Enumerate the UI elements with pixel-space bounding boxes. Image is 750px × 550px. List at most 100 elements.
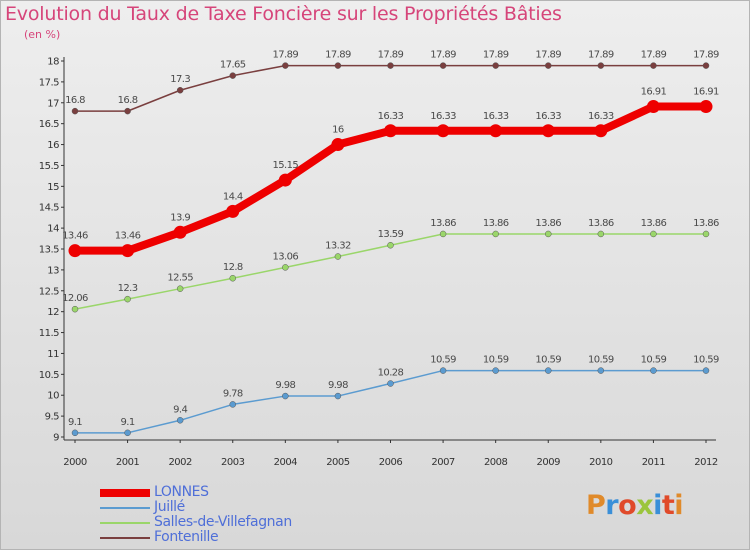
data-label-fontenille: 17.89 [535, 50, 561, 61]
data-label-fontenille: 17.3 [170, 74, 190, 85]
x-tick-label: 2004 [274, 457, 298, 468]
data-point-lonnes [699, 100, 713, 114]
y-tick-label: 14.5 [39, 203, 59, 214]
legend-swatch-fontenille [100, 537, 150, 539]
data-label-juille: 10.59 [535, 355, 561, 366]
data-point-lonnes [226, 204, 240, 218]
point-labels: 9.1 9.1 9.4 9.78 9.98 9.98 10.28 10.59 10.59 10.5… [62, 50, 719, 428]
y-tick-label: 11.5 [39, 328, 59, 339]
data-point-juille [282, 392, 289, 400]
chart-subtitle: (en %) [24, 28, 61, 41]
data-point-juille [71, 429, 79, 437]
data-label-salles-de-villefagnan: 13.32 [325, 241, 351, 252]
legend-label-salles-de-villefagnan: Salles-de-Villefagnan [154, 514, 292, 530]
data-label-salles-de-villefagnan: 13.86 [430, 218, 456, 229]
y-tick-label: 9.5 [45, 412, 60, 423]
data-label-fontenille: 17.89 [430, 50, 456, 61]
data-label-salles-de-villefagnan: 12.06 [62, 293, 88, 304]
x-tick-label: 2002 [168, 457, 192, 468]
logo-letter: P [586, 490, 606, 521]
logo-letter: t [661, 490, 675, 521]
data-label-salles-de-villefagnan: 12.55 [167, 273, 193, 284]
data-point-salles-de-villefagnan [282, 264, 289, 271]
data-point-fontenille [124, 107, 131, 115]
data-point-lonnes [541, 124, 555, 138]
legend-swatch-juille [100, 507, 150, 509]
legend-item-lonnes: LONNES [100, 484, 360, 500]
x-tick-label: 2011 [642, 457, 666, 468]
data-point-juille [439, 367, 447, 374]
logo-letter: o [618, 490, 637, 521]
data-point-fontenille [282, 62, 289, 69]
data-point-salles-de-villefagnan [597, 230, 605, 238]
data-label-lonnes: 14.4 [223, 191, 243, 202]
data-label-lonnes: 16.33 [588, 111, 614, 122]
data-label-lonnes: 16.91 [641, 87, 667, 98]
y-tick-label: 12.5 [39, 286, 59, 297]
data-point-fontenille [597, 62, 605, 69]
proxiti-logo: Proxiti [586, 490, 684, 521]
data-point-salles-de-villefagnan [71, 305, 79, 313]
data-point-salles-de-villefagnan [702, 230, 710, 238]
data-label-salles-de-villefagnan: 13.59 [378, 229, 404, 240]
data-point-fontenille [229, 72, 236, 79]
legend-label-juille: Juillé [154, 499, 185, 515]
data-point-juille [229, 401, 236, 408]
data-label-juille: 10.59 [693, 355, 719, 366]
data-label-juille: 9.78 [223, 388, 243, 399]
data-label-juille: 10.59 [483, 355, 509, 366]
data-point-fontenille [650, 62, 657, 69]
data-label-salles-de-villefagnan: 13.86 [693, 218, 719, 229]
data-label-lonnes: 16.33 [378, 111, 404, 122]
data-label-fontenille: 16.8 [118, 95, 138, 106]
y-tick-label: 13.5 [39, 245, 59, 256]
data-point-fontenille [334, 62, 342, 69]
logo-letter: x [636, 490, 654, 521]
data-label-juille: 9.98 [275, 380, 295, 391]
x-tick-label: 2005 [326, 457, 350, 468]
data-point-juille [597, 367, 605, 374]
logo-letter: i [674, 490, 684, 521]
legend-swatch-salles-de-villefagnan [100, 522, 150, 524]
y-tick-label: 14 [47, 224, 59, 235]
data-label-lonnes: 13.46 [62, 231, 88, 242]
data-point-juille [124, 429, 131, 437]
data-point-lonnes [489, 124, 503, 138]
y-tick-label: 16.5 [39, 119, 59, 130]
logo-letter: r [605, 490, 619, 521]
data-label-juille: 9.1 [121, 417, 135, 428]
x-tick-label: 2001 [116, 457, 140, 468]
data-label-salles-de-villefagnan: 13.06 [273, 251, 299, 262]
x-tick-label: 2010 [589, 457, 613, 468]
data-point-fontenille [439, 62, 447, 69]
data-label-lonnes: 16.33 [430, 111, 456, 122]
y-tick-label: 17.5 [39, 77, 59, 88]
data-label-salles-de-villefagnan: 13.86 [535, 218, 561, 229]
data-label-lonnes: 15.15 [273, 160, 299, 171]
data-point-lonnes [68, 244, 82, 258]
data-point-juille [334, 392, 342, 400]
data-point-lonnes [278, 173, 292, 187]
y-tick-label: 17 [47, 98, 59, 109]
data-point-juille [650, 367, 657, 374]
data-label-fontenille: 17.89 [588, 50, 614, 61]
data-point-lonnes [384, 124, 397, 138]
data-label-fontenille: 17.89 [273, 50, 299, 61]
x-tick-label: 2006 [379, 457, 403, 468]
data-label-lonnes: 13.46 [115, 231, 141, 242]
y-tick-label: 15.5 [39, 161, 59, 172]
data-label-salles-de-villefagnan: 13.86 [588, 218, 614, 229]
legend-label-fontenille: Fontenille [154, 529, 219, 545]
data-label-fontenille: 17.89 [641, 50, 667, 61]
data-point-lonnes [594, 124, 608, 138]
series-line-fontenille [75, 64, 706, 112]
data-point-lonnes [436, 124, 450, 138]
logo-letter: i [653, 490, 662, 521]
data-point-lonnes [121, 244, 135, 258]
x-tick-label: 2009 [537, 457, 561, 468]
data-label-lonnes: 13.9 [170, 212, 190, 223]
series-line-juille [75, 369, 706, 434]
data-point-juille [492, 367, 499, 374]
legend: LONNES Juillé Salles-de-Villefagnan Fonteni… [100, 484, 360, 545]
y-tick-label: 12 [47, 307, 59, 318]
